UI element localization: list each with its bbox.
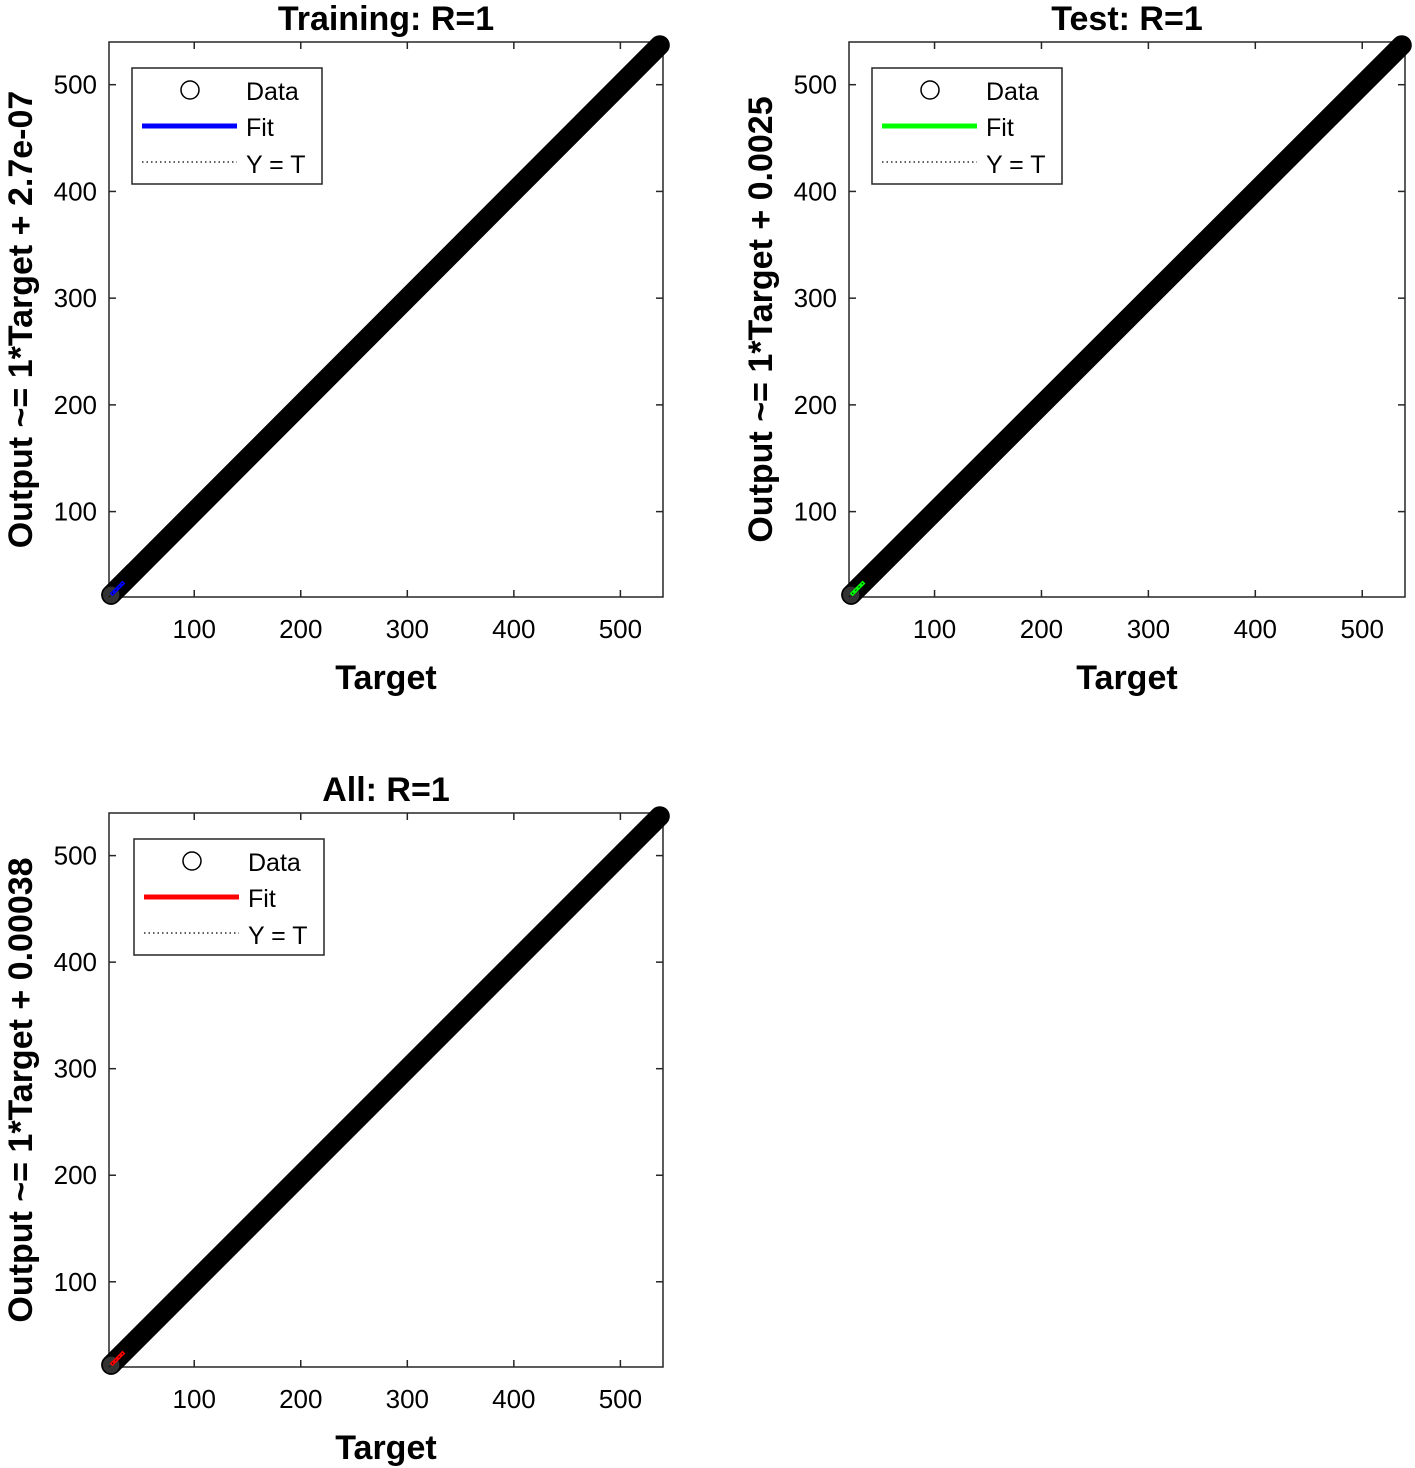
y-tick-label: 300 [794, 283, 837, 313]
x-tick-label: 400 [492, 614, 535, 644]
y-tick-label: 100 [54, 1267, 97, 1297]
legend-data-label: Data [986, 78, 1039, 106]
x-tick-label: 400 [492, 1384, 535, 1414]
x-tick-label: 100 [913, 614, 956, 644]
legend-data-label: Data [248, 849, 301, 877]
data-markers [101, 806, 670, 1375]
y-tick-label: 500 [794, 70, 837, 100]
x-tick-label: 500 [1341, 614, 1384, 644]
x-tick-label: 200 [1020, 614, 1063, 644]
legend-fit-label: Fit [246, 114, 274, 142]
legend-data-icon [180, 80, 200, 100]
y-tick-label: 400 [54, 176, 97, 206]
legend-data-label: Data [246, 78, 299, 106]
data-point-end [650, 35, 670, 55]
x-tick-label: 400 [1234, 614, 1277, 644]
legend-fit-label: Fit [986, 114, 1014, 142]
plot-title: Test: R=1 [1051, 0, 1202, 38]
x-tick-label: 500 [599, 614, 642, 644]
y-axis-label: Output ~= 1*Target + 0.00038 [2, 857, 40, 1322]
identity-line [108, 812, 664, 1368]
y-tick-label: 200 [794, 390, 837, 420]
identity-line [108, 41, 664, 598]
data-markers [101, 35, 670, 605]
data-marker-band [101, 35, 670, 605]
y-tick-label: 500 [54, 841, 97, 871]
data-marker-band [101, 806, 670, 1375]
legend-data-icon [182, 851, 202, 871]
training-regression-plot: 100 200 300 400 500 100 200 300 400 500 Training: … [2, 0, 670, 697]
y-axis-label: Output ~= 1*Target + 2.7e-07 [2, 91, 40, 549]
x-tick-label: 500 [599, 1384, 642, 1414]
x-tick-label: 300 [386, 1384, 429, 1414]
x-axis-label: Target [1076, 659, 1177, 697]
y-tick-label: 400 [794, 176, 837, 206]
data-point-end [1392, 35, 1412, 55]
x-axis-label: Target [335, 659, 436, 697]
y-tick-label: 300 [54, 1054, 97, 1084]
y-tick-label: 300 [54, 283, 97, 313]
all-regression-plot: 100 200 300 400 500 100 200 300 400 500 All: R=1 Ta… [2, 771, 670, 1467]
data-markers [841, 35, 1412, 605]
x-tick-label: 200 [279, 614, 322, 644]
x-tick-label: 100 [173, 1384, 216, 1414]
identity-line [848, 41, 1406, 598]
y-tick-label: 400 [54, 947, 97, 977]
test-regression-plot: 100 200 300 400 500 100 200 300 400 500 Test: R=1 T… [742, 0, 1412, 697]
y-tick-label: 100 [54, 497, 97, 527]
x-axis-label: Target [335, 1429, 436, 1467]
legend: Data Fit Y = T [133, 838, 325, 956]
x-tick-label: 200 [279, 1384, 322, 1414]
x-tick-label: 300 [386, 614, 429, 644]
plot-title: Training: R=1 [278, 0, 494, 38]
legend-identity-label: Y = T [246, 151, 306, 179]
y-tick-label: 200 [54, 1160, 97, 1190]
legend-identity-label: Y = T [248, 922, 308, 950]
legend-identity-label: Y = T [986, 151, 1046, 179]
y-axis-label: Output ~= 1*Target + 0.0025 [742, 96, 780, 542]
y-tick-label: 200 [54, 390, 97, 420]
legend-data-icon [920, 80, 940, 100]
y-tick-label: 100 [794, 497, 837, 527]
y-tick-label: 500 [54, 70, 97, 100]
legend: Data Fit Y = T [871, 67, 1063, 185]
plot-title: All: R=1 [322, 771, 450, 809]
legend: Data Fit Y = T [131, 67, 323, 185]
legend-fit-label: Fit [248, 885, 276, 913]
x-tick-label: 100 [173, 614, 216, 644]
data-point-end [650, 806, 670, 826]
x-tick-label: 300 [1127, 614, 1170, 644]
